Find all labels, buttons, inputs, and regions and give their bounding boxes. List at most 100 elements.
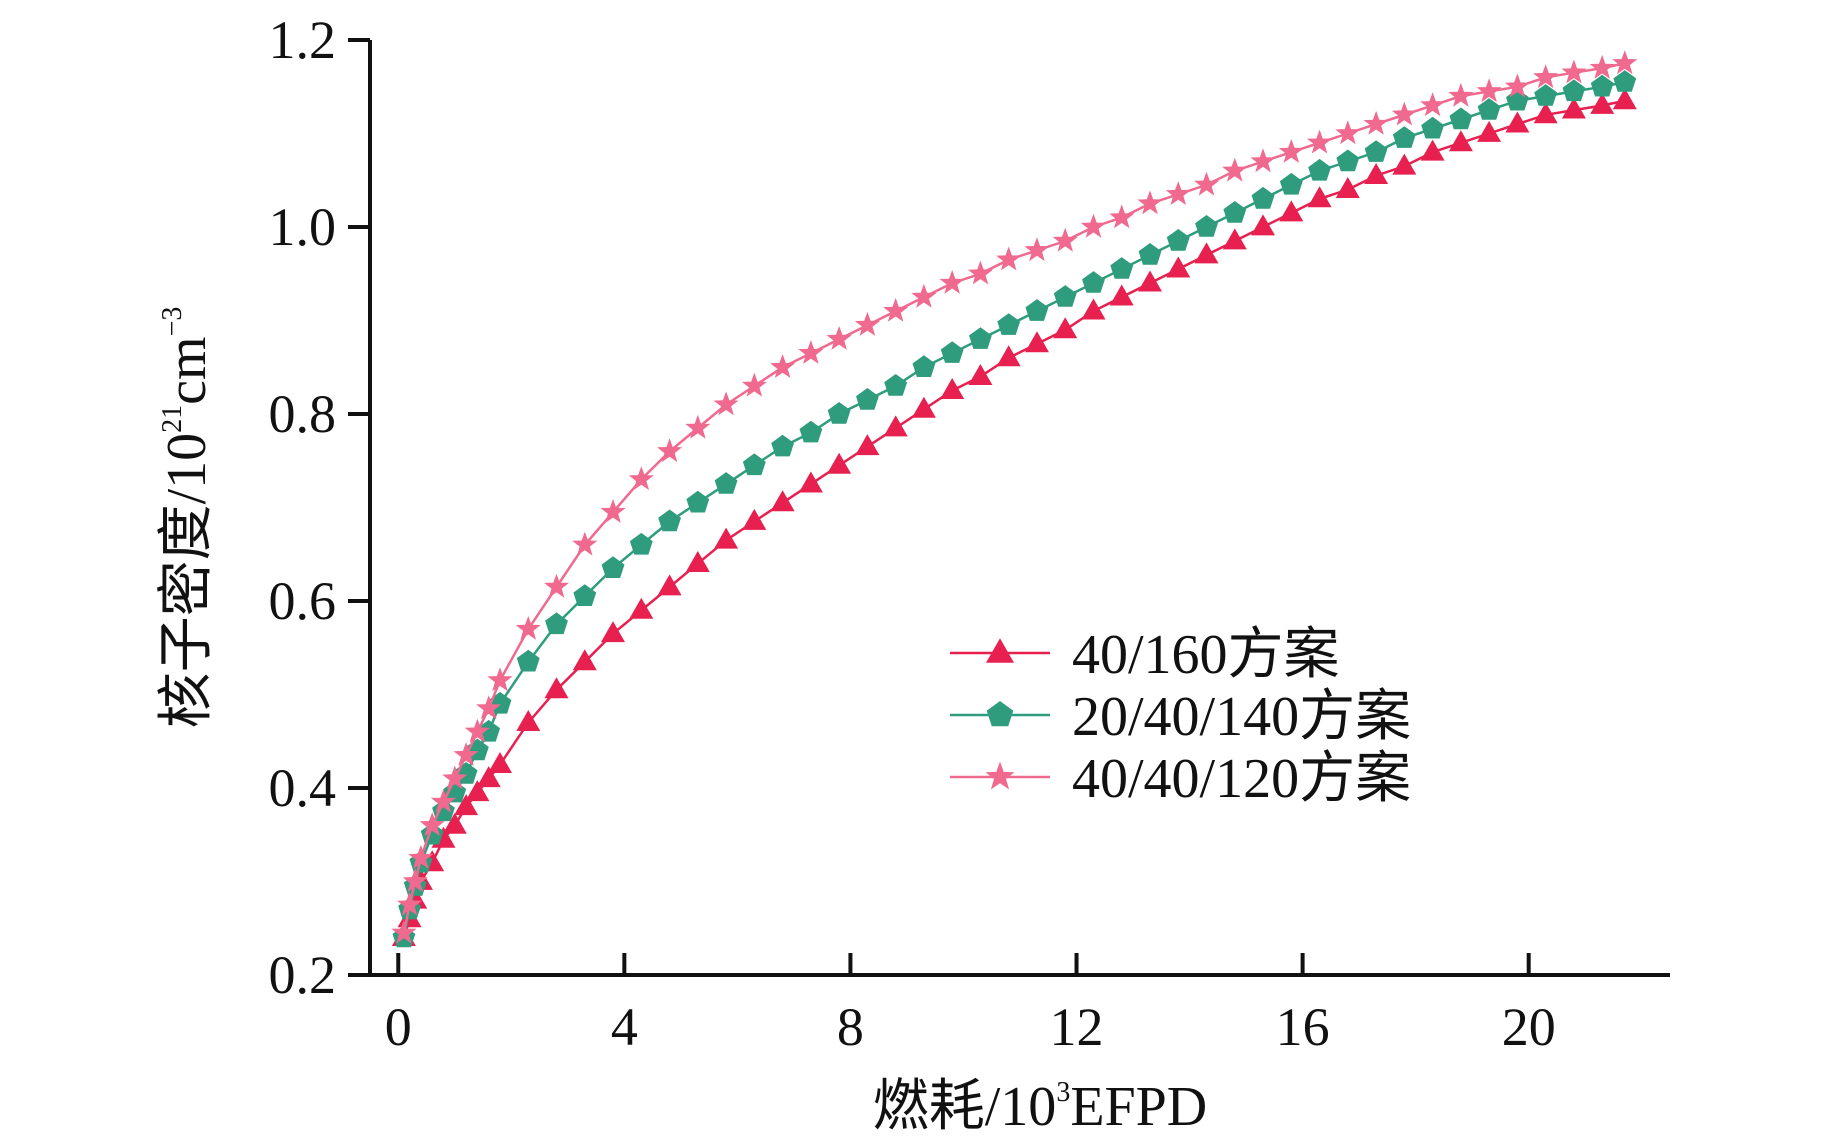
data-point	[771, 490, 795, 511]
data-point	[1364, 111, 1389, 135]
legend-marker	[987, 701, 1014, 726]
data-point	[488, 752, 512, 773]
data-point	[883, 298, 908, 322]
data-point	[1054, 285, 1077, 307]
y-axis-title-unit: cm	[156, 336, 218, 404]
data-point	[1591, 75, 1614, 97]
data-point	[798, 340, 823, 364]
data-point	[828, 402, 851, 424]
data-point	[544, 574, 569, 598]
data-point	[1307, 130, 1332, 154]
data-point	[1393, 126, 1416, 148]
data-point	[1534, 84, 1557, 106]
data-point	[1450, 108, 1473, 130]
series-line	[404, 82, 1625, 938]
data-point	[1024, 237, 1049, 261]
data-point	[1222, 158, 1247, 182]
data-point	[629, 598, 653, 619]
data-point	[658, 574, 682, 595]
data-point	[1336, 177, 1360, 198]
data-point	[742, 509, 766, 530]
x-axis-title: 燃耗/103EFPD	[873, 1076, 1208, 1138]
y-tick-label: 0.2	[269, 945, 337, 1005]
data-point	[714, 528, 738, 549]
data-point	[1252, 187, 1275, 209]
data-point	[1138, 271, 1162, 292]
series-2	[393, 70, 1637, 947]
data-point	[1279, 139, 1304, 163]
data-point	[913, 355, 936, 377]
data-point	[1308, 159, 1331, 181]
data-point	[487, 667, 512, 691]
data-point	[997, 313, 1020, 335]
series-1	[392, 88, 1637, 946]
legend-label: 20/40/140方案	[1072, 686, 1411, 748]
x-axis-title-unit: EFPD	[1070, 1076, 1207, 1138]
data-point	[1139, 243, 1162, 265]
data-point	[715, 472, 738, 494]
x-axis-title-text: 燃耗/10	[873, 1076, 1057, 1138]
data-point	[1053, 317, 1077, 338]
data-point	[884, 415, 908, 436]
data-point	[1110, 257, 1133, 279]
data-point	[1279, 200, 1303, 221]
data-point	[1081, 214, 1106, 238]
data-point	[1167, 229, 1190, 251]
data-point	[1137, 190, 1162, 214]
data-point	[601, 621, 625, 642]
data-point	[855, 312, 880, 336]
y-tick-label: 0.4	[269, 758, 337, 818]
legend-marker	[986, 638, 1014, 663]
data-point	[1025, 331, 1049, 352]
data-point	[602, 556, 625, 578]
series-layer	[391, 50, 1637, 947]
legend: 40/160方案20/40/140方案40/40/120方案	[950, 624, 1411, 810]
data-point	[1109, 204, 1134, 228]
data-point	[1280, 173, 1303, 195]
data-point	[1082, 299, 1106, 320]
y-axis-title-sup2: −3	[157, 307, 188, 337]
data-point	[1195, 242, 1219, 263]
data-point	[1563, 79, 1586, 101]
y-tick-label: 0.6	[269, 571, 337, 631]
data-point	[884, 374, 907, 396]
data-point	[968, 364, 992, 385]
data-point	[1478, 98, 1501, 120]
data-point	[827, 326, 852, 350]
data-point	[912, 397, 936, 418]
data-point	[1195, 215, 1218, 237]
data-point	[1166, 257, 1190, 278]
data-point	[1392, 154, 1416, 175]
legend-label: 40/40/120方案	[1072, 748, 1411, 810]
series-line	[404, 101, 1625, 938]
data-point	[1613, 70, 1636, 92]
x-tick-label: 16	[1276, 997, 1330, 1057]
data-point	[743, 453, 766, 475]
data-point	[968, 261, 993, 285]
y-tick-label: 0.8	[269, 384, 337, 444]
data-point	[1223, 228, 1247, 249]
data-point	[996, 247, 1021, 271]
data-point	[686, 491, 709, 513]
data-point	[855, 434, 879, 455]
data-point	[1223, 201, 1246, 223]
legend-item: 40/160方案	[950, 624, 1340, 686]
data-point	[630, 533, 653, 555]
y-axis-title: 核子密度/1021cm−3	[156, 307, 218, 729]
data-point	[997, 345, 1021, 366]
data-point	[1420, 92, 1445, 116]
data-point	[686, 551, 710, 572]
data-point	[911, 284, 936, 308]
y-axis-title-sup: 21	[157, 405, 188, 433]
legend-label: 40/160方案	[1072, 624, 1340, 686]
data-point	[941, 341, 964, 363]
axes	[370, 40, 1670, 975]
data-point	[799, 472, 823, 493]
data-point	[940, 270, 965, 294]
x-tick-label: 20	[1502, 997, 1556, 1057]
data-point	[1392, 102, 1417, 126]
data-point	[1251, 148, 1276, 172]
x-tick-label: 0	[385, 997, 412, 1057]
